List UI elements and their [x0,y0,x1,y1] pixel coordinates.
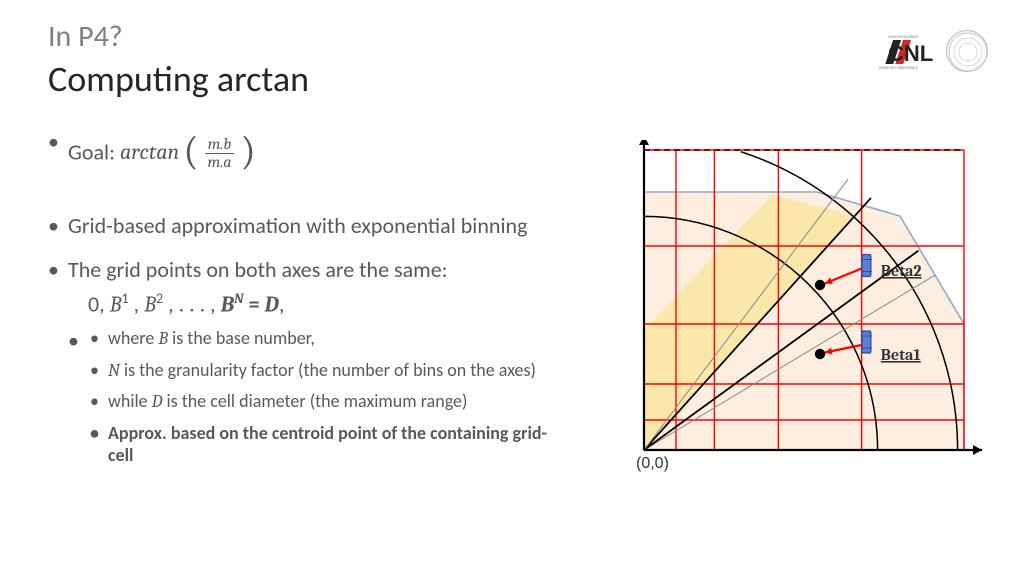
slide-subtitle: In P4? [48,18,976,55]
seq-sep1: , [129,290,144,317]
logo-group: communication CNL networks laboratory [878,30,988,72]
seal-logo-icon [946,30,988,72]
goal-den: m.a [205,154,235,171]
sub-bullet-granularity: N is the granularity factor (the number … [90,359,568,383]
lparen-icon: ( [183,126,198,176]
seq-zero: 0, [88,290,110,317]
cnl-logo-icon: communication CNL networks laboratory [878,31,936,71]
sub-bullet-base: where B is the base number, [90,327,568,351]
slide-title: Computing arctan [48,57,976,101]
svg-text:CNL: CNL [888,41,933,66]
bullet-grid-approx: Grid-based approximation with exponentia… [48,212,568,240]
svg-text:Beta2: Beta2 [881,262,922,280]
rparen-icon: ) [240,126,255,176]
seq-tail: , [279,290,285,317]
svg-text:communication: communication [888,34,919,39]
seq-mid: , . . . , [163,290,220,317]
goal-prefix: Goal: [68,138,120,165]
slide: communication CNL networks laboratory In… [0,0,1024,576]
sub-bullet-diameter: while D is the cell diameter (the maximu… [90,390,568,414]
seq-d: D [265,291,279,317]
seq-b2: B [144,291,156,317]
goal-num: m.b [205,136,235,154]
sub-bullet-approx: Approx. based on the centroid point of t… [90,422,568,467]
seq-eq: = [244,290,265,317]
seq-bn-sup: N [234,290,244,307]
svg-text:(0,0): (0,0) [636,455,669,472]
seq-bn: B [221,291,234,317]
seq-b1: B [110,291,122,317]
goal-math: arctan ( m.b m.a ) [120,128,256,178]
svg-text:Beta1: Beta1 [881,346,921,364]
svg-text:networks laboratory: networks laboratory [879,65,919,70]
diagram: Beta2 Beta1 (0,0) [602,140,982,490]
goal-fn: arctan [120,139,179,167]
content-area: Goal: arctan ( m.b m.a ) Grid-based appr… [48,128,568,475]
goal-fraction: m.b m.a [205,136,235,171]
bullet-gridpoints: The grid points on both axes are the sam… [48,256,568,284]
grid-sequence: 0, B1 , B2 , . . . , BN = D, [48,289,568,317]
bullet-goal: Goal: arctan ( m.b m.a ) [48,128,568,178]
seq-b1-sup: 1 [121,289,128,307]
